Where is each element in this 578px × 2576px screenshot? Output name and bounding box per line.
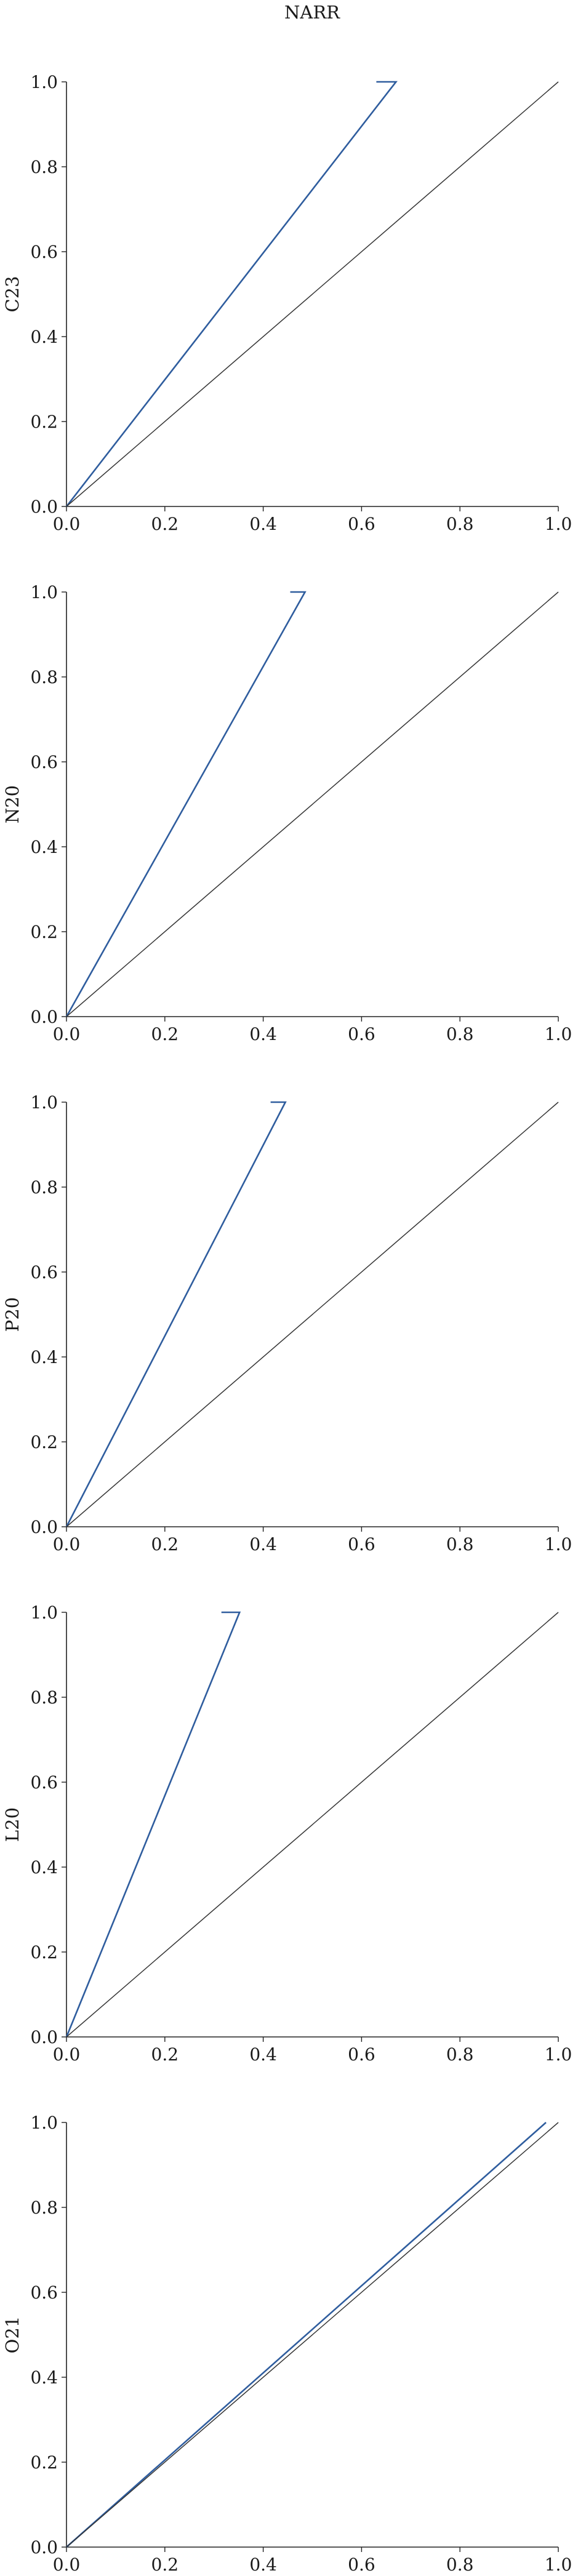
y-tick-label: 0.6 [30, 2282, 58, 2303]
x-tick-label: 1.0 [545, 2554, 572, 2575]
diagonal-reference-line [66, 2122, 559, 2548]
y-axis-label: L20 [2, 1807, 23, 1842]
x-tick-label: 0.6 [348, 1534, 375, 1554]
y-tick-label: 1.0 [30, 2113, 58, 2133]
x-tick-label: 0.8 [446, 2554, 474, 2575]
y-axis-label: P20 [2, 1297, 23, 1332]
y-tick-label: 0.0 [30, 1007, 58, 1027]
x-tick-label: 0.4 [249, 2044, 277, 2065]
y-tick-label: 0.2 [30, 2452, 58, 2473]
y-tick-label: 0.0 [30, 1517, 58, 1537]
x-tick-label: 0.6 [348, 2044, 375, 2065]
y-tick-label: 0.4 [30, 1857, 58, 1878]
chart-panel-c23: 0.0 0.2 0.4 0.6 0.8 1.0 0.0 0.2 0.4 0.6 0.8 1.0 C23 [2, 72, 572, 534]
y-tick-label: 1.0 [30, 582, 58, 602]
panels: 0.0 0.2 0.4 0.6 0.8 1.00.00.20.40.60.81.0C230… [2, 72, 572, 2575]
x-tick-label: 0.0 [53, 1024, 81, 1044]
x-tick-label: 0.0 [53, 1534, 81, 1554]
series-line [65, 1611, 241, 2038]
series-line [65, 1101, 287, 1527]
y-tick-label: 0.0 [30, 2027, 58, 2047]
y-tick-label: 0.8 [30, 157, 58, 177]
chart-panel-n20: 0.0 0.2 0.4 0.6 0.8 1.0 0.0 0.2 0.4 0.6 0.8 1.0 N20 [2, 582, 572, 1044]
y-tick-label: 0.2 [30, 412, 58, 432]
diagonal-reference-line [66, 1612, 559, 2038]
x-tick-label: 1.0 [545, 1024, 572, 1044]
x-tick-label: 0.4 [249, 1024, 277, 1044]
y-tick-label: 0.8 [30, 1687, 58, 1708]
y-tick-label: 0.4 [30, 327, 58, 347]
y-tick-label: 1.0 [30, 72, 58, 92]
diagonal-reference-line [66, 1102, 559, 1527]
x-tick-label: 0.4 [249, 514, 277, 534]
series-line [65, 591, 307, 1017]
x-tick-label: 0.0 [53, 2554, 81, 2575]
y-tick-label: 1.0 [30, 1092, 58, 1113]
figure-title: NARR [284, 2, 340, 23]
x-tick-label: 0.6 [348, 1024, 375, 1044]
x-tick-label: 0.2 [151, 514, 179, 534]
y-tick-label: 0.4 [30, 837, 58, 857]
y-axis-label: N20 [2, 785, 23, 823]
y-tick-label: 0.2 [30, 1942, 58, 1962]
x-tick-label: 0.0 [53, 2044, 81, 2065]
chart-panel-p20: 0.0 0.2 0.4 0.6 0.8 1.0 0.0 0.2 0.4 0.6 0.8 1.0 P20 [2, 1092, 572, 1554]
y-tick-label: 0.2 [30, 1432, 58, 1452]
x-tick-label: 0.8 [446, 1534, 474, 1554]
y-tick-label: 0.0 [30, 2537, 58, 2558]
diagonal-reference-line [66, 81, 559, 507]
y-tick-label: 0.8 [30, 667, 58, 687]
y-tick-label: 0.6 [30, 242, 58, 262]
x-tick-label: 0.2 [151, 2044, 179, 2065]
x-tick-label: 0.0 [53, 514, 81, 534]
y-tick-label: 0.0 [30, 497, 58, 517]
y-tick-label: 1.0 [30, 1602, 58, 1623]
series-line [65, 81, 398, 507]
chart-panel-l20: 0.0 0.2 0.4 0.6 0.8 1.0 0.0 0.2 0.4 0.6 0.8 1.0 L20 [2, 1602, 572, 2065]
x-tick-label: 0.2 [151, 1024, 179, 1044]
x-tick-label: 1.0 [545, 2044, 572, 2065]
x-tick-label: 0.2 [151, 1534, 179, 1554]
x-tick-label: 0.8 [446, 2044, 474, 2065]
y-tick-label: 0.8 [30, 2198, 58, 2218]
x-tick-label: 0.8 [446, 1024, 474, 1044]
y-tick-label: 0.8 [30, 1177, 58, 1198]
y-tick-label: 0.2 [30, 922, 58, 942]
y-tick-label: 0.6 [30, 752, 58, 772]
diagonal-reference-line [66, 591, 559, 1017]
y-tick-label: 0.6 [30, 1772, 58, 1793]
x-tick-label: 1.0 [545, 514, 572, 534]
x-tick-label: 0.6 [348, 514, 375, 534]
y-axis-label: O21 [2, 2316, 23, 2354]
x-tick-label: 0.4 [249, 2554, 277, 2575]
y-axis-label: C23 [2, 276, 23, 312]
x-tick-label: 0.2 [151, 2554, 179, 2575]
x-tick-label: 0.6 [348, 2554, 375, 2575]
x-tick-label: 0.8 [446, 514, 474, 534]
x-tick-label: 1.0 [545, 1534, 572, 1554]
y-tick-label: 0.4 [30, 2367, 58, 2388]
y-tick-label: 0.4 [30, 1347, 58, 1367]
chart-panel-o21: 0.0 0.2 0.4 0.6 0.8 1.0 0.0 0.2 0.4 0.6 0.8 1.0 O21 [2, 2113, 572, 2575]
x-tick-label: 0.4 [249, 1534, 277, 1554]
y-tick-label: 0.6 [30, 1262, 58, 1282]
series-line [66, 2122, 547, 2548]
